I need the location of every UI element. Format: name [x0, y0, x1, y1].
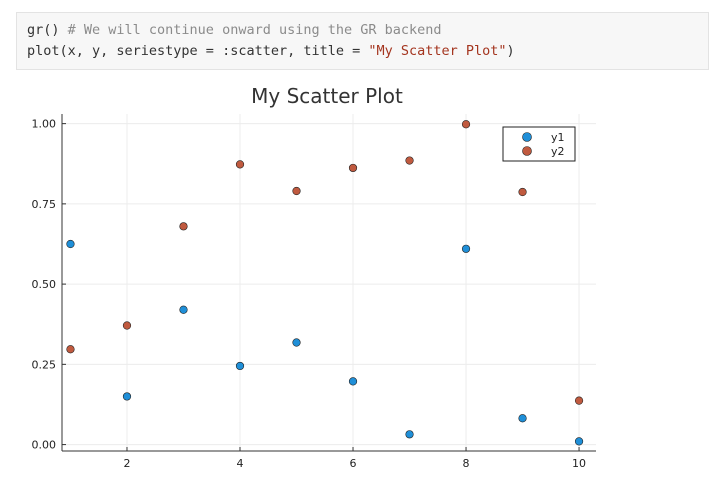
- x-tick-label: 10: [572, 457, 586, 470]
- chart-title: My Scatter Plot: [251, 84, 403, 108]
- data-point-y2: [461, 120, 471, 129]
- code-text: ): [506, 43, 515, 59]
- code-string: "My Scatter Plot": [368, 43, 507, 59]
- data-point-y1: [292, 338, 301, 347]
- scatter-chart: My Scatter Plot 2 4 6 8 10 0.00 0.25 0.50 0.75 1.…: [32, 84, 596, 470]
- code-text: gr(): [27, 22, 68, 38]
- legend-label-y2: y2: [551, 145, 565, 158]
- data-point-y2: [66, 345, 75, 354]
- data-point-y2: [122, 321, 132, 330]
- data-point-y2: [292, 186, 301, 196]
- data-point-y1: [518, 414, 527, 423]
- data-point-y1: [122, 392, 132, 401]
- code-text: plot(x, y, seriestype = :scatter, title …: [27, 43, 369, 59]
- data-point-y1: [179, 305, 188, 314]
- data-point-y1: [405, 430, 414, 439]
- legend-box: [502, 126, 576, 162]
- y-tick-label: 0.50: [32, 278, 57, 291]
- tick-labels: 2 4 6 8 10 0.00 0.25 0.50 0.75 1.00: [32, 118, 587, 470]
- data-point-y2: [405, 156, 414, 165]
- legend-label-y1: y1: [551, 131, 565, 144]
- data-point-y1: [461, 244, 471, 253]
- plot-output: My Scatter Plot 2 4 6 8 10 0.00 0.25 0.50 0.75 1.…: [0, 76, 711, 479]
- x-tick-label: 2: [123, 457, 130, 470]
- x-tick-label: 4: [237, 457, 244, 470]
- y-tick-label: 0.25: [32, 358, 57, 371]
- data-point-y2: [235, 160, 245, 169]
- data-point-y1: [348, 377, 358, 386]
- grid-lines: [62, 114, 596, 451]
- y-tick-label: 0.00: [32, 439, 57, 452]
- axes: [61, 114, 596, 452]
- legend-marker-y1: [522, 132, 532, 142]
- data-point-y2: [518, 187, 527, 197]
- data-point-y1: [235, 361, 245, 371]
- code-line-1: gr() # We will continue onward using the…: [27, 20, 708, 41]
- data-point-y2: [348, 163, 358, 173]
- x-tick-label: 8: [463, 457, 470, 470]
- data-point-y2: [574, 396, 584, 405]
- code-line-2: plot(x, y, seriestype = :scatter, title …: [27, 41, 708, 62]
- code-cell[interactable]: gr() # We will continue onward using the…: [16, 12, 709, 70]
- legend-marker-y2: [522, 146, 532, 156]
- x-tick-label: 6: [350, 457, 357, 470]
- data-point-y1: [66, 239, 75, 249]
- data-point-y1: [574, 437, 584, 446]
- y-tick-label: 0.75: [32, 198, 57, 211]
- data-point-y2: [179, 222, 188, 231]
- data-points: [66, 120, 584, 446]
- code-comment: # We will continue onward using the GR b…: [67, 22, 442, 38]
- y-tick-label: 1.00: [32, 118, 57, 131]
